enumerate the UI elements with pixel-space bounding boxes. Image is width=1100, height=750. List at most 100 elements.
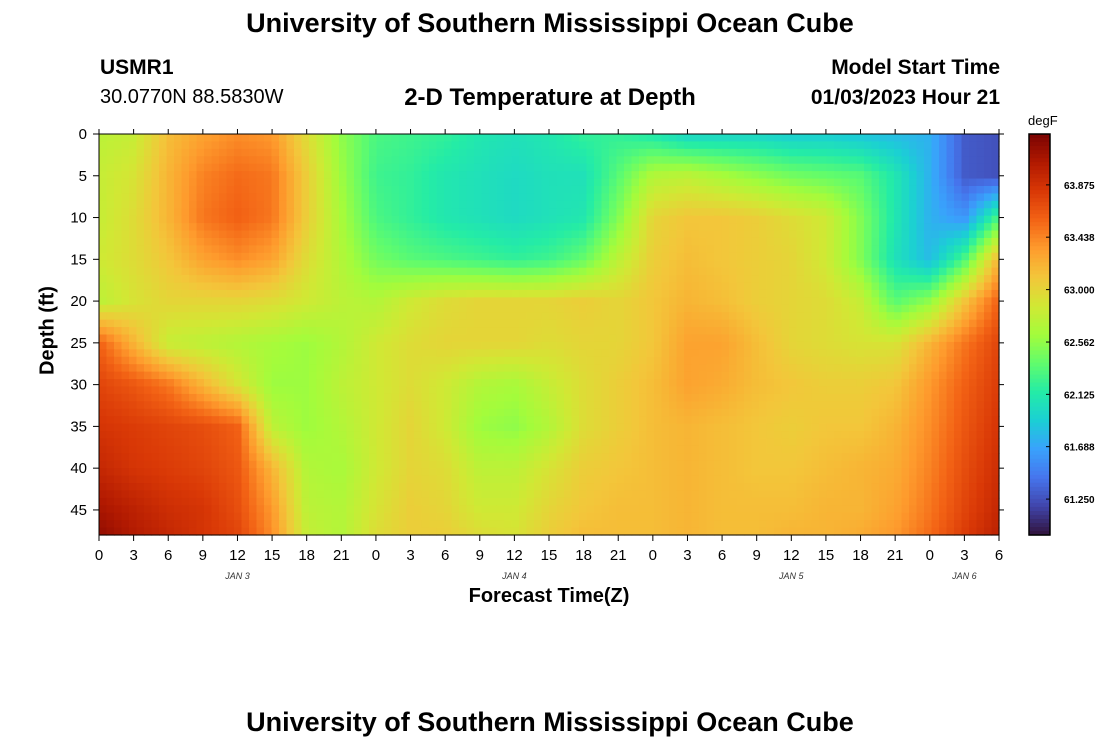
heatmap-cell xyxy=(886,379,895,388)
heatmap-cell xyxy=(376,423,385,432)
heatmap-cell xyxy=(241,341,250,350)
heatmap-cell xyxy=(601,297,610,306)
heatmap-cell xyxy=(646,171,655,180)
heatmap-cell xyxy=(721,386,730,395)
heatmap-cell xyxy=(871,267,880,276)
heatmap-cell xyxy=(196,327,205,336)
heatmap-cell xyxy=(414,371,423,380)
heatmap-cell xyxy=(504,289,513,298)
heatmap-cell xyxy=(819,334,828,343)
heatmap-cell xyxy=(504,349,513,358)
heatmap-cell xyxy=(204,386,213,395)
heatmap-cell xyxy=(151,134,160,143)
heatmap-cell xyxy=(954,393,963,402)
heatmap-cell xyxy=(354,223,363,232)
heatmap-cell xyxy=(234,141,243,150)
heatmap-cell xyxy=(684,275,693,284)
heatmap-cell xyxy=(864,156,873,165)
heatmap-cell xyxy=(706,416,715,425)
heatmap-cell xyxy=(774,401,783,410)
heatmap-cell xyxy=(174,356,183,365)
heatmap-cell xyxy=(789,237,798,246)
heatmap-cell xyxy=(256,393,265,402)
heatmap-cell xyxy=(639,312,648,321)
station-id: USMR1 xyxy=(100,56,174,79)
heatmap-cell xyxy=(901,252,910,261)
heatmap-cell xyxy=(826,171,835,180)
heatmap-cell xyxy=(504,416,513,425)
heatmap-cell xyxy=(256,148,265,157)
heatmap-cell xyxy=(759,327,768,336)
heatmap-cell xyxy=(609,364,618,373)
heatmap-cell xyxy=(601,334,610,343)
heatmap-cell xyxy=(234,275,243,284)
heatmap-cell xyxy=(519,260,528,269)
heatmap-cell xyxy=(924,163,933,172)
heatmap-cell xyxy=(631,349,640,358)
heatmap-cell xyxy=(961,304,970,313)
heatmap-cell xyxy=(466,245,475,254)
heatmap-cell xyxy=(361,438,370,447)
heatmap-cell xyxy=(414,341,423,350)
heatmap-cell xyxy=(151,282,160,291)
heatmap-cell xyxy=(676,141,685,150)
heatmap-cell xyxy=(339,200,348,209)
heatmap-cell xyxy=(646,312,655,321)
heatmap-cell xyxy=(684,223,693,232)
heatmap-cell xyxy=(856,423,865,432)
heatmap-cell xyxy=(856,208,865,217)
heatmap-cell xyxy=(121,275,130,284)
heatmap-cell xyxy=(819,341,828,350)
heatmap-cell xyxy=(196,185,205,195)
heatmap-cell xyxy=(849,260,858,269)
heatmap-cell xyxy=(871,416,880,425)
heatmap-cell xyxy=(301,297,310,306)
heatmap-cell xyxy=(421,312,430,321)
heatmap-cell xyxy=(819,252,828,261)
heatmap-cell xyxy=(939,416,948,425)
heatmap-cell xyxy=(496,408,505,417)
heatmap-cell xyxy=(804,393,813,402)
heatmap-cell xyxy=(144,260,153,269)
heatmap-cell xyxy=(766,237,775,246)
heatmap-cell xyxy=(586,423,595,432)
heatmap-cell xyxy=(294,148,303,157)
heatmap-cell xyxy=(781,148,790,157)
heatmap-cell xyxy=(181,356,190,365)
heatmap-cell xyxy=(271,178,280,187)
heatmap-cell xyxy=(151,171,160,180)
heatmap-cell xyxy=(286,334,295,343)
heatmap-cell xyxy=(436,252,445,261)
heatmap-cell xyxy=(691,289,700,298)
heatmap-cell xyxy=(144,416,153,425)
heatmap-cell xyxy=(586,356,595,365)
heatmap-cell xyxy=(781,215,790,224)
heatmap-cell xyxy=(714,401,723,410)
heatmap-cell xyxy=(886,230,895,239)
heatmap-cell xyxy=(886,141,895,150)
heatmap-cell xyxy=(744,349,753,358)
heatmap-cell xyxy=(871,237,880,246)
heatmap-cell xyxy=(204,327,213,336)
heatmap-cell xyxy=(939,267,948,276)
heatmap-cell xyxy=(369,297,378,306)
heatmap-cell xyxy=(459,223,468,232)
heatmap-cell xyxy=(751,267,760,276)
heatmap-cell xyxy=(301,423,310,432)
heatmap-cell xyxy=(894,371,903,380)
heatmap-cell xyxy=(676,393,685,402)
heatmap-cell xyxy=(151,289,160,298)
heatmap-cell xyxy=(676,200,685,209)
heatmap-cell xyxy=(676,163,685,172)
heatmap-cell xyxy=(234,431,243,440)
heatmap-cell xyxy=(879,282,888,291)
heatmap-cell xyxy=(429,252,438,261)
heatmap-cell xyxy=(691,282,700,291)
heatmap-cell xyxy=(699,379,708,388)
heatmap-cell xyxy=(706,237,715,246)
heatmap-cell xyxy=(939,215,948,224)
heatmap-cell xyxy=(961,148,970,157)
heatmap-cell xyxy=(384,185,393,195)
heatmap-cell xyxy=(504,401,513,410)
heatmap-cell xyxy=(144,223,153,232)
